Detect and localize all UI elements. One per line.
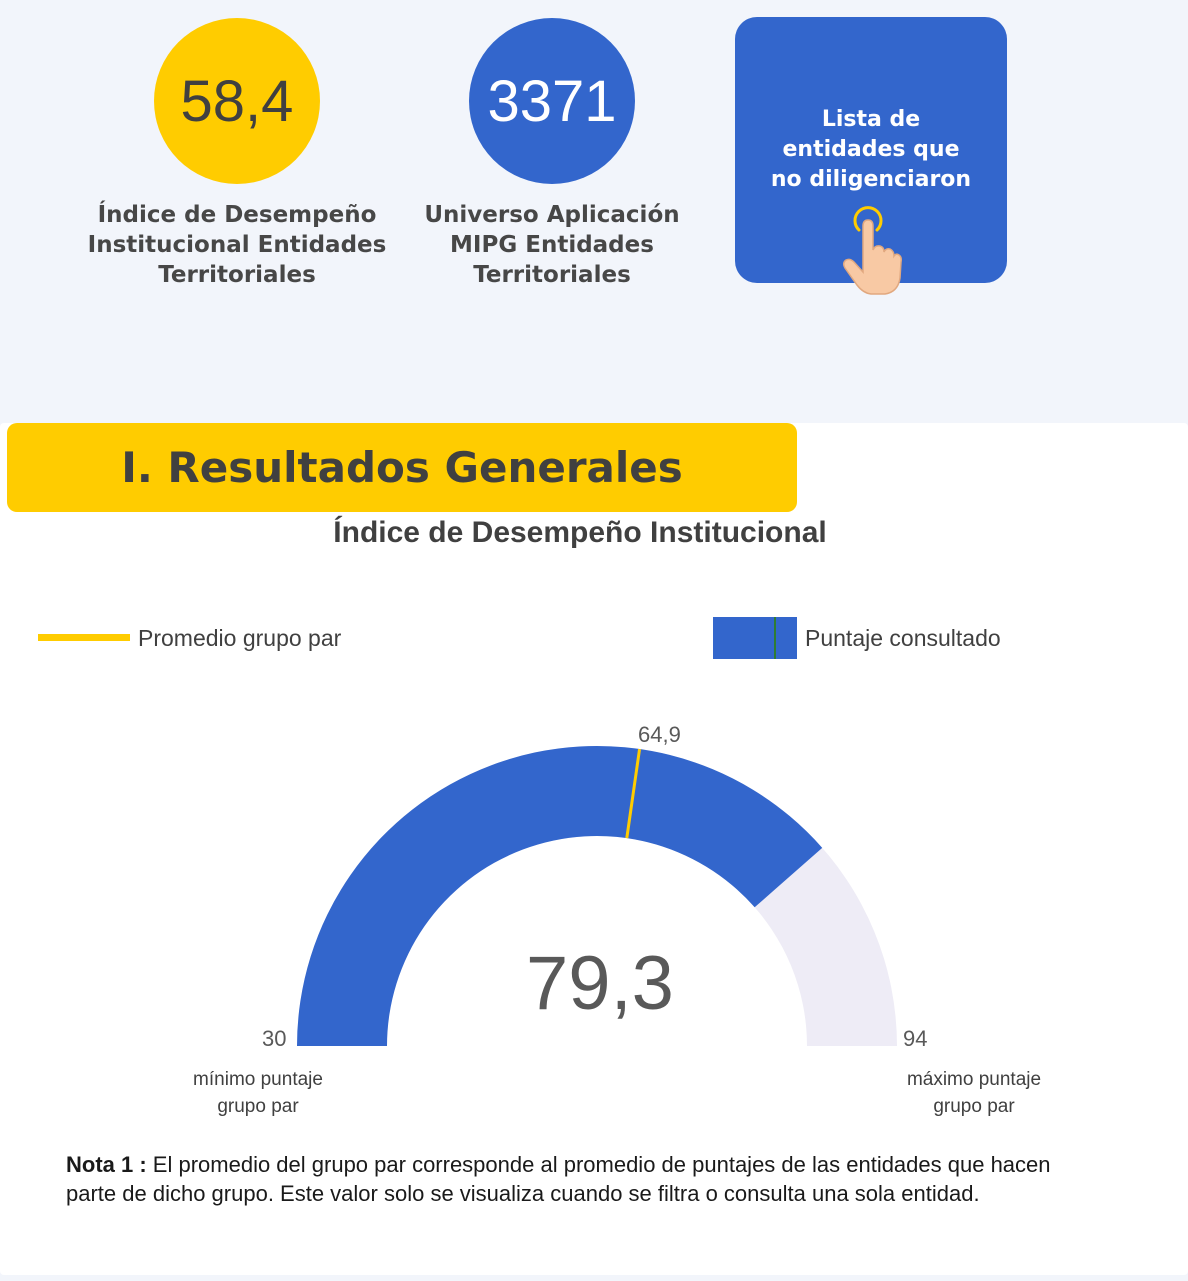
footnote-prefix: Nota 1 :	[66, 1152, 147, 1177]
gauge-value: 79,3	[526, 941, 674, 1026]
kpi-universe-value: 3371	[487, 68, 617, 134]
kpi-index-value: 58,4	[180, 68, 294, 134]
legend-score-swatch	[713, 617, 797, 659]
gauge-average-label: 64,9	[638, 722, 681, 747]
chart-title: Índice de Desempeño Institucional	[333, 516, 827, 549]
legend-score-label: Puntaje consultado	[805, 625, 1001, 651]
section-title: I. Resultados Generales	[121, 443, 683, 492]
entities-list-button[interactable]: Lista de entidades que no diligenciaron	[735, 17, 1007, 295]
kpi-index-circle: 58,4	[154, 18, 320, 184]
pointing-hand-icon	[842, 206, 902, 295]
results-panel	[0, 423, 1188, 1275]
kpi-index-label: Índice de Desempeño Institucional Entida…	[87, 202, 387, 288]
legend-score-swatch-mark	[774, 617, 776, 659]
footnote: Nota 1 : El promedio del grupo par corre…	[66, 1150, 1106, 1208]
kpi-universe-label: Universo Aplicación MIPG Entidades Terri…	[424, 202, 680, 288]
kpi-universe-circle: 3371	[469, 18, 635, 184]
footnote-text: El promedio del grupo par corresponde al…	[66, 1152, 1051, 1206]
entities-list-button-label: Lista de entidades que no diligenciaron	[770, 107, 972, 192]
gauge-max-label: 94	[903, 1026, 928, 1051]
gauge-min-label: 30	[262, 1026, 287, 1051]
section-banner: I. Resultados Generales	[7, 423, 797, 512]
gauge-max-caption: máximo puntaje grupo par	[906, 1069, 1042, 1117]
legend-average-swatch	[38, 634, 130, 641]
gauge-min-caption: mínimo puntaje grupo par	[193, 1069, 323, 1117]
legend-average-label: Promedio grupo par	[138, 625, 342, 651]
